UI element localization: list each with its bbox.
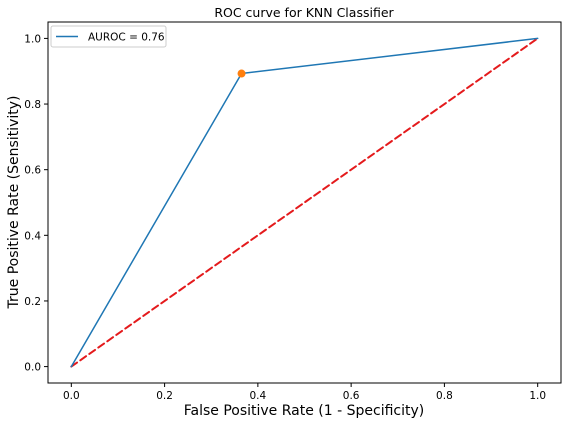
- plot-frame: [47, 21, 562, 384]
- x-tick-label-1: 0.2: [156, 390, 173, 402]
- y-tick-label-3: 0.6: [24, 165, 41, 177]
- axes-layer: 0.0 0.2 0.4 0.6 0.8 1.0 0.0 0.2 0.4 0.6 0.8 1.0: [24, 21, 562, 402]
- x-tick-label-4: 0.8: [436, 390, 453, 402]
- legend: AUROC = 0.76: [50, 25, 167, 48]
- chart-title: ROC curve for KNN Classifier: [214, 5, 394, 20]
- y-tick-label-1: 0.2: [24, 296, 41, 308]
- x-tick-label-0: 0.0: [63, 390, 80, 402]
- x-tick-label-3: 0.6: [343, 390, 360, 402]
- legend-series-label: AUROC = 0.76: [88, 32, 165, 44]
- y-axis-label: True Positive Rate (Sensitivity): [6, 96, 22, 310]
- y-tick-label-0: 0.0: [24, 362, 41, 374]
- y-tick-label-4: 0.8: [24, 99, 41, 111]
- operating-point-marker-0: [237, 69, 246, 78]
- x-tick-label-5: 1.0: [529, 390, 546, 402]
- x-axis-label: False Positive Rate (1 - Specificity): [184, 403, 425, 419]
- y-tick-label-5: 1.0: [24, 33, 41, 45]
- legend-box: [50, 25, 167, 48]
- x-tick-label-2: 0.4: [250, 390, 267, 402]
- plot-layer: [48, 22, 561, 383]
- random-classifier-line: [70, 37, 539, 368]
- y-tick-label-2: 0.4: [24, 230, 41, 242]
